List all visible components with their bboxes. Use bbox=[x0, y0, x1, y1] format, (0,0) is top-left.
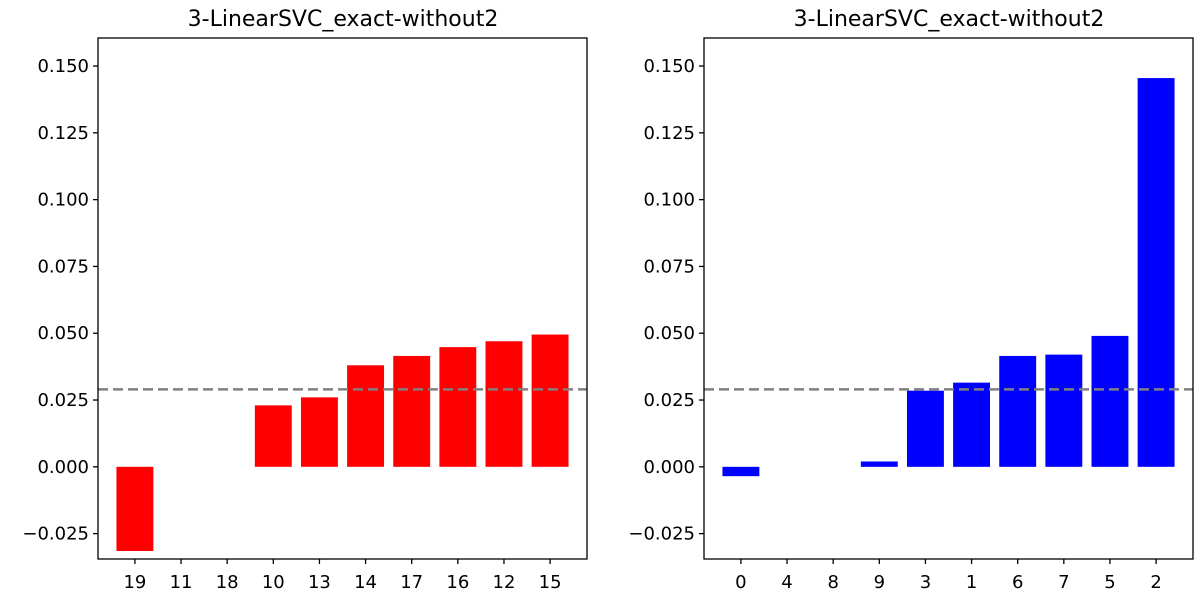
right-x-tick-label: 0 bbox=[735, 572, 746, 593]
left-x-tick-label: 18 bbox=[216, 572, 239, 593]
right-x-tick-label: 5 bbox=[1104, 572, 1115, 593]
left-chart-panel: 3-LinearSVC_exact-without2 −0.025 0.000 0.… bbox=[22, 7, 588, 593]
left-chart-title: 3-LinearSVC_exact-without2 bbox=[188, 7, 499, 32]
right-bar-6 bbox=[999, 355, 1037, 467]
right-bar-9 bbox=[860, 461, 898, 467]
right-chart-title: 3-LinearSVC_exact-without2 bbox=[794, 7, 1105, 32]
left-y-tick-label: 0.100 bbox=[37, 190, 89, 211]
right-bar-5 bbox=[1091, 335, 1129, 467]
right-y-tick-label: 0.050 bbox=[643, 323, 695, 344]
left-x-tick-label: 19 bbox=[123, 572, 146, 593]
left-y-tick-label: 0.000 bbox=[37, 457, 89, 478]
right-chart-panel: 3-LinearSVC_exact-without2 −0.025 0.000 0.… bbox=[628, 7, 1194, 593]
left-bar-13 bbox=[300, 397, 338, 467]
right-y-tick-label: 0.075 bbox=[643, 256, 695, 277]
left-x-tick-label: 13 bbox=[308, 572, 331, 593]
right-x-tick-label: 7 bbox=[1058, 572, 1069, 593]
right-x-tick-label: 8 bbox=[827, 572, 838, 593]
right-chart-y-axis: −0.025 0.000 0.025 0.050 0.075 0.100 0.125 0.15… bbox=[628, 56, 704, 545]
left-y-tick-label: 0.150 bbox=[37, 56, 89, 77]
right-y-tick-label: 0.125 bbox=[643, 123, 695, 144]
right-bar-7 bbox=[1045, 354, 1083, 467]
right-chart-x-axis: 0 4 8 9 3 1 6 7 5 2 bbox=[735, 559, 1162, 593]
right-chart-plot-frame bbox=[703, 37, 1194, 560]
left-y-tick-label: 0.025 bbox=[37, 390, 89, 411]
right-bar-3 bbox=[906, 390, 944, 467]
right-y-tick-label: 0.000 bbox=[643, 457, 695, 478]
right-x-tick-label: 1 bbox=[966, 572, 977, 593]
left-bar-15 bbox=[531, 334, 569, 467]
right-y-tick-label: 0.150 bbox=[643, 56, 695, 77]
left-chart-y-axis: −0.025 0.000 0.025 0.050 0.075 0.100 0.125 0.15… bbox=[22, 56, 98, 545]
left-y-tick-label: 0.125 bbox=[37, 123, 89, 144]
left-x-tick-label: 10 bbox=[262, 572, 285, 593]
left-x-tick-label: 15 bbox=[539, 572, 562, 593]
left-x-tick-label: 11 bbox=[170, 572, 193, 593]
left-bar-17 bbox=[393, 355, 431, 467]
right-bar-2 bbox=[1137, 78, 1175, 467]
left-bar-19 bbox=[116, 466, 154, 551]
left-x-tick-label: 16 bbox=[446, 572, 469, 593]
right-x-tick-label: 6 bbox=[1012, 572, 1023, 593]
right-x-tick-label: 3 bbox=[920, 572, 931, 593]
right-chart-bars bbox=[722, 78, 1175, 477]
right-bar-0 bbox=[722, 466, 760, 477]
right-y-tick-label: 0.100 bbox=[643, 190, 695, 211]
left-y-tick-label: 0.050 bbox=[37, 323, 89, 344]
right-y-tick-label: 0.025 bbox=[643, 390, 695, 411]
left-chart-plot-frame bbox=[97, 37, 588, 560]
left-y-tick-label: −0.025 bbox=[22, 524, 89, 545]
right-bar-1 bbox=[953, 382, 991, 467]
right-x-tick-label: 4 bbox=[781, 572, 792, 593]
left-x-tick-label: 14 bbox=[354, 572, 377, 593]
right-x-tick-label: 2 bbox=[1150, 572, 1161, 593]
left-x-tick-label: 17 bbox=[400, 572, 423, 593]
left-x-tick-label: 12 bbox=[493, 572, 516, 593]
left-bar-16 bbox=[439, 347, 477, 467]
right-y-tick-label: −0.025 bbox=[628, 524, 695, 545]
left-bar-12 bbox=[485, 341, 523, 467]
left-y-tick-label: 0.075 bbox=[37, 256, 89, 277]
left-bar-10 bbox=[254, 405, 292, 467]
right-x-tick-label: 9 bbox=[874, 572, 885, 593]
left-chart-bars bbox=[116, 334, 569, 551]
left-bar-14 bbox=[347, 365, 385, 467]
left-chart-x-axis: 19 11 18 10 13 14 17 16 12 15 bbox=[123, 559, 562, 593]
